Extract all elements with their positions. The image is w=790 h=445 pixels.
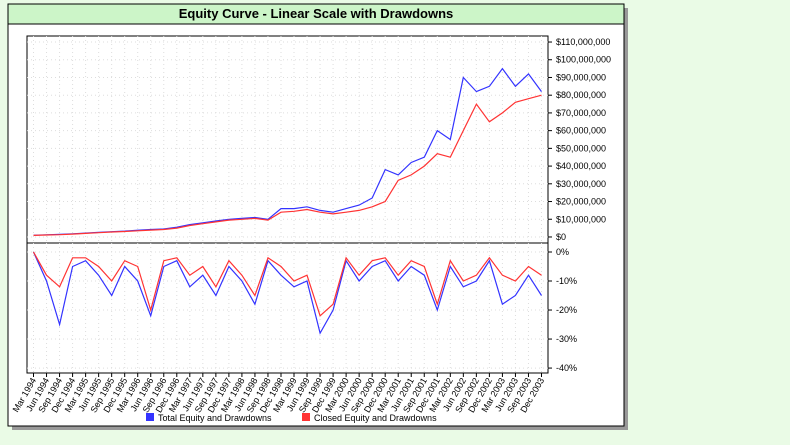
y-tick-label: $60,000,000 xyxy=(556,126,606,136)
y-tick-label: -40% xyxy=(556,363,577,373)
y-tick-label: $0 xyxy=(556,232,566,242)
legend-swatch xyxy=(146,413,154,421)
panel xyxy=(7,3,625,427)
y-tick-label: $30,000,000 xyxy=(556,179,606,189)
y-tick-label: -10% xyxy=(556,276,577,286)
y-tick-label: -20% xyxy=(556,305,577,315)
y-tick-label: $90,000,000 xyxy=(556,72,606,82)
chart-title: Equity Curve - Linear Scale with Drawdow… xyxy=(179,6,454,21)
y-tick-label: -30% xyxy=(556,334,577,344)
series-line xyxy=(32,251,543,335)
y-tick-label: $20,000,000 xyxy=(556,197,606,207)
legend-label: Closed Equity and Drawdowns xyxy=(314,413,437,423)
y-tick-label: 0% xyxy=(556,247,569,257)
y-tick-label: $50,000,000 xyxy=(556,143,606,153)
plot-frame xyxy=(26,35,549,374)
legend-swatch xyxy=(302,413,310,421)
legend-label: Total Equity and Drawdowns xyxy=(158,413,272,423)
y-tick-label: $40,000,000 xyxy=(556,161,606,171)
series-line xyxy=(32,251,542,317)
y-tick-label: $10,000,000 xyxy=(556,214,606,224)
y-tick-label: $110,000,000 xyxy=(556,37,610,47)
title-bar xyxy=(7,3,625,25)
y-tick-label: $80,000,000 xyxy=(556,90,606,100)
y-tick-label: $70,000,000 xyxy=(556,108,606,118)
y-tick-label: $100,000,000 xyxy=(556,55,611,65)
series-line xyxy=(33,94,542,236)
